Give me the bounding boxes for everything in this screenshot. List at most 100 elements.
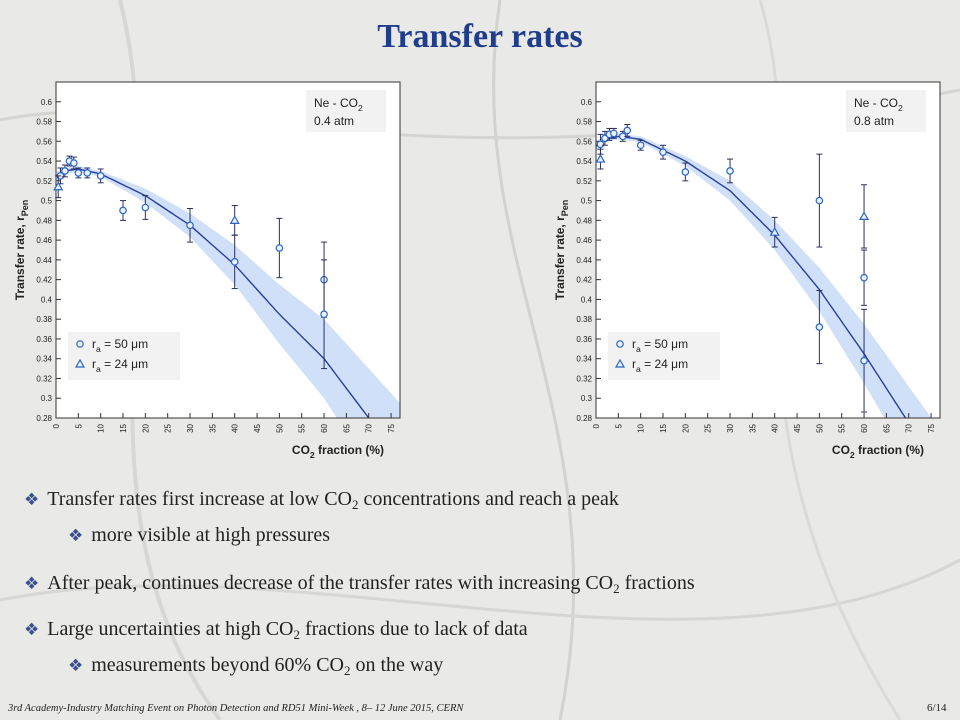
bullet-text-pre: more visible at high pressures <box>91 524 331 546</box>
legend-entry-label: ra = 50 μm <box>92 337 148 354</box>
bullet-text-pre: measurements beyond 60% CO <box>91 654 344 676</box>
bullet-subscript: 2 <box>343 663 351 678</box>
legend-info-box <box>306 90 386 132</box>
data-point-circle <box>119 206 127 215</box>
data-point-circle <box>70 159 78 167</box>
bullet-text-post: fractions <box>619 572 695 594</box>
x-tick-label: 45 <box>793 423 802 432</box>
legend-entry-label: ra = 24 μm <box>632 357 688 374</box>
x-tick-label: 60 <box>860 423 869 432</box>
fit-curve <box>56 168 370 418</box>
data-point-circle <box>636 141 645 150</box>
y-tick-label: 0.5 <box>41 197 53 206</box>
y-tick-label: 0.4 <box>41 295 53 304</box>
bullet-item: ❖ Large uncertainties at high CO2 fractio… <box>24 618 528 643</box>
legend-triangle-marker <box>614 358 626 368</box>
x-tick-label: 20 <box>681 423 690 432</box>
legend-info-title: Ne - CO2 <box>314 96 363 113</box>
x-tick-label: 60 <box>320 423 329 432</box>
x-tick-label: 30 <box>726 423 735 432</box>
page-number: 6/14 <box>927 702 947 714</box>
y-tick-label: 0.28 <box>576 414 592 423</box>
diamond-bullet-icon: ❖ <box>24 620 40 640</box>
chart-right: 0.28 0.3 0.32 0.34 0.36 0.38 0.4 0.42 0.44 0.46 0.… <box>548 62 960 462</box>
legend-entry-label: ra = 24 μm <box>92 357 148 374</box>
y-tick-label: 0.34 <box>576 355 592 364</box>
data-point-triangle <box>595 153 606 163</box>
bullet-subscript: 2 <box>613 581 620 596</box>
data-point-circle <box>141 203 150 212</box>
x-tick-label: 10 <box>637 423 646 432</box>
x-tick-label: 5 <box>614 423 623 428</box>
y-tick-label: 0.36 <box>36 335 52 344</box>
chart-right-svg: 0.28 0.3 0.32 0.34 0.36 0.38 0.4 0.42 0.44 0.46 0.… <box>553 81 941 460</box>
data-point-circle <box>275 244 284 252</box>
y-tick-label: 0.54 <box>576 157 592 166</box>
data-point-circle <box>96 172 105 180</box>
y-tick-label: 0.46 <box>36 236 52 245</box>
data-point-triangle <box>53 181 64 191</box>
fit-group <box>56 166 400 418</box>
x-tick-label: 15 <box>119 423 128 432</box>
bullet-item: ❖ After peak, continues decrease of the t… <box>24 572 695 597</box>
fit-curve <box>596 135 907 418</box>
y-tick-label: 0.28 <box>36 414 52 423</box>
fit-group <box>596 133 932 418</box>
legend-circle-marker <box>76 340 84 348</box>
y-tick-label: 0.32 <box>36 374 52 383</box>
y-tick-label: 0.58 <box>36 118 52 127</box>
y-tick-label: 0.48 <box>36 216 52 225</box>
y-tick-label: 0.38 <box>36 315 52 324</box>
legend-circle-marker <box>616 340 624 348</box>
x-tick-label: 55 <box>838 423 847 432</box>
legend-entry-label: ra = 50 μm <box>632 337 688 354</box>
data-point-triangle <box>769 227 780 236</box>
data-point-circle <box>623 126 632 135</box>
data-point-circle <box>860 356 868 365</box>
slide-title: Transfer rates <box>377 18 583 55</box>
x-tick-label: 75 <box>927 423 936 432</box>
bullet-item: ❖ more visible at high pressures <box>68 524 330 547</box>
legend-info-title: Ne - CO2 <box>854 96 903 113</box>
x-tick-label: 40 <box>231 423 240 432</box>
data-point-circle <box>681 168 690 176</box>
legend-info-pressure: 0.8 atm <box>854 114 894 128</box>
x-axis-label: CO2 fraction (%) <box>832 443 924 460</box>
footer-text: 3rd Academy-Industry Matching Event on P… <box>8 703 464 714</box>
diamond-bullet-icon: ❖ <box>68 656 84 676</box>
x-tick-label: 25 <box>704 423 713 432</box>
y-tick-label: 0.3 <box>581 394 593 403</box>
data-point-circle <box>74 169 83 177</box>
bullet-text-pre: Large uncertainties at high CO <box>47 618 294 640</box>
x-tick-label: 30 <box>186 423 195 432</box>
y-tick-label: 0.34 <box>36 355 52 364</box>
data-point-circle <box>596 140 605 149</box>
x-tick-label: 15 <box>659 423 668 432</box>
x-tick-label: 70 <box>365 423 374 432</box>
y-tick-label: 0.58 <box>576 118 592 127</box>
legend-info-box <box>846 90 926 132</box>
data-point-circle <box>610 129 618 138</box>
x-tick-label: 55 <box>298 423 307 432</box>
bullet-item: ❖ measurements beyond 60% CO2 on the way <box>68 654 443 679</box>
y-tick-label: 0.44 <box>576 256 592 265</box>
x-tick-label: 0 <box>592 423 601 428</box>
y-tick-label: 0.42 <box>36 276 52 285</box>
uncertainty-band <box>56 166 400 418</box>
x-tick-label: 50 <box>275 423 284 432</box>
uncertainty-band <box>596 133 932 418</box>
y-tick-label: 0.42 <box>576 276 592 285</box>
bullet-text-post: on the way <box>350 654 444 676</box>
x-tick-label: 40 <box>771 423 780 432</box>
data-point-circle <box>83 169 92 177</box>
y-tick-label: 0.44 <box>36 256 52 265</box>
data-point-circle <box>230 258 239 266</box>
axes-frame <box>55 81 401 419</box>
y-tick-label: 0.52 <box>36 177 52 186</box>
y-tick-label: 0.48 <box>576 216 592 225</box>
y-tick-label: 0.56 <box>576 137 592 146</box>
x-tick-label: 75 <box>387 423 396 432</box>
series-legend-box <box>68 332 180 380</box>
y-tick-label: 0.56 <box>36 137 52 146</box>
data-point-circle <box>815 196 824 205</box>
